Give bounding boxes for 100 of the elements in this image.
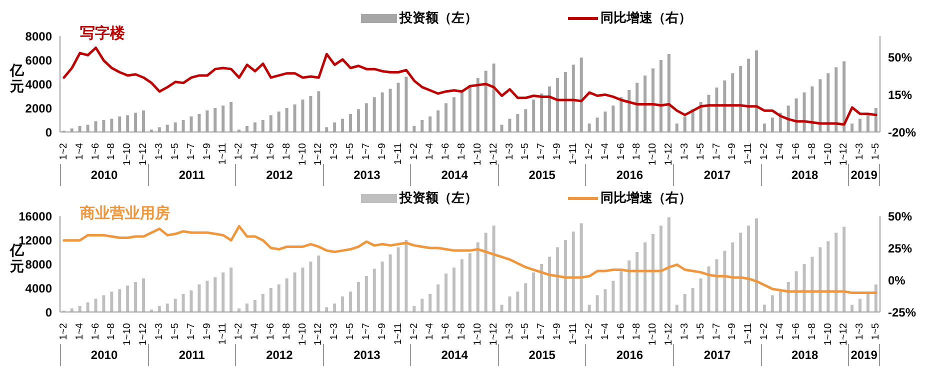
text: 2012 — [235, 164, 323, 186]
x-tick-label: 1~9 — [552, 142, 564, 160]
x-tick-label: 1~7 — [186, 142, 197, 160]
legend-label: 同比增速（右） — [600, 9, 692, 27]
x-tick-label: 1~5 — [520, 322, 532, 340]
bar — [667, 217, 670, 312]
x-tick-label: 1~10 — [472, 322, 484, 346]
bar — [420, 120, 424, 132]
bar — [261, 294, 264, 312]
text: 2018 — [760, 344, 848, 366]
bar — [508, 118, 512, 132]
y-tick-label: 0 — [45, 125, 52, 140]
x-tick-label: 1~8 — [806, 142, 818, 160]
bar — [428, 294, 432, 312]
bar — [404, 76, 408, 132]
x-tick-label: 1~11 — [392, 322, 404, 345]
bar — [548, 86, 552, 132]
bar — [850, 304, 854, 312]
bar — [588, 124, 591, 132]
bar — [182, 294, 185, 312]
y2-tick-label: 0% — [888, 273, 906, 288]
bar — [166, 124, 169, 132]
bar — [588, 304, 591, 312]
bar — [484, 232, 488, 312]
bar — [444, 274, 448, 312]
bar — [826, 73, 830, 132]
bar — [731, 73, 734, 132]
bar — [118, 289, 122, 312]
text: 2017 — [673, 164, 761, 186]
bar — [293, 272, 296, 312]
bar — [715, 259, 718, 312]
x-tick-label: 1~8 — [456, 322, 468, 340]
bar — [364, 103, 368, 132]
bar — [126, 115, 130, 132]
bar — [620, 271, 623, 312]
x-tick-label: 1~2 — [58, 142, 70, 160]
legend-label: 投资额（左） — [400, 189, 478, 207]
bar — [675, 124, 678, 132]
bar — [802, 264, 806, 312]
bar — [739, 66, 742, 132]
x-tick-label: 1~5 — [170, 142, 181, 160]
x-tick-label: 1~7 — [186, 322, 197, 340]
bar — [214, 277, 217, 312]
bar — [675, 304, 678, 312]
bar — [134, 112, 138, 132]
bar — [396, 247, 400, 312]
x-tick-label: 1~12 — [313, 142, 324, 166]
bar — [667, 54, 670, 132]
bar — [198, 284, 201, 312]
bar — [333, 304, 336, 312]
bar — [182, 120, 185, 132]
bar — [253, 300, 256, 312]
bar — [580, 223, 583, 312]
x-tick-label: 1~5 — [870, 322, 882, 340]
x-tick-label: 1~5 — [520, 142, 532, 160]
bar — [78, 126, 82, 132]
x-tick-label: 1~7 — [536, 142, 548, 160]
x-tick-label: 1~8 — [456, 142, 468, 160]
text: 2010 — [60, 344, 148, 366]
text: 2017 — [673, 344, 761, 366]
bar — [372, 97, 376, 132]
bar — [683, 116, 686, 132]
x-tick-label: 1~12 — [313, 322, 324, 346]
bar — [388, 254, 392, 312]
bar — [874, 108, 878, 132]
y-tick-label: 0 — [45, 305, 52, 320]
x-tick-label: 1~12 — [664, 322, 675, 346]
bar — [94, 121, 98, 132]
bar — [492, 226, 496, 312]
bar — [110, 118, 114, 132]
x-tick-label: 1~6 — [616, 322, 627, 340]
bar — [86, 302, 90, 312]
bar — [285, 108, 288, 132]
text: 2012 — [235, 344, 323, 366]
bar — [293, 104, 296, 132]
x-tick-label: 1~6 — [265, 142, 276, 160]
x-tick-label: 1~5 — [695, 142, 706, 160]
bar — [285, 278, 288, 312]
x-tick-label: 1~11 — [743, 142, 754, 165]
bar — [723, 80, 726, 132]
bar — [277, 284, 280, 312]
x-tick-label: 1~3 — [329, 322, 340, 340]
x-tick-label: 1~10 — [122, 142, 134, 166]
bar — [659, 226, 662, 312]
bar — [230, 102, 233, 132]
bar — [652, 234, 655, 312]
text: 2014 — [410, 344, 498, 366]
x-tick-label: 1~3 — [854, 322, 866, 340]
x-tick-label: 1~7 — [711, 322, 722, 340]
bar — [604, 112, 607, 132]
bar — [222, 106, 225, 132]
bar — [747, 58, 750, 132]
bar — [388, 88, 392, 132]
bar — [596, 118, 599, 132]
text: 2016 — [585, 164, 673, 186]
bar — [874, 284, 878, 312]
x-tick-label: 1~12 — [138, 322, 150, 346]
x-tick-label: 1~7 — [711, 142, 722, 160]
y-tick-label: 4000 — [25, 281, 52, 296]
bar — [532, 272, 536, 312]
